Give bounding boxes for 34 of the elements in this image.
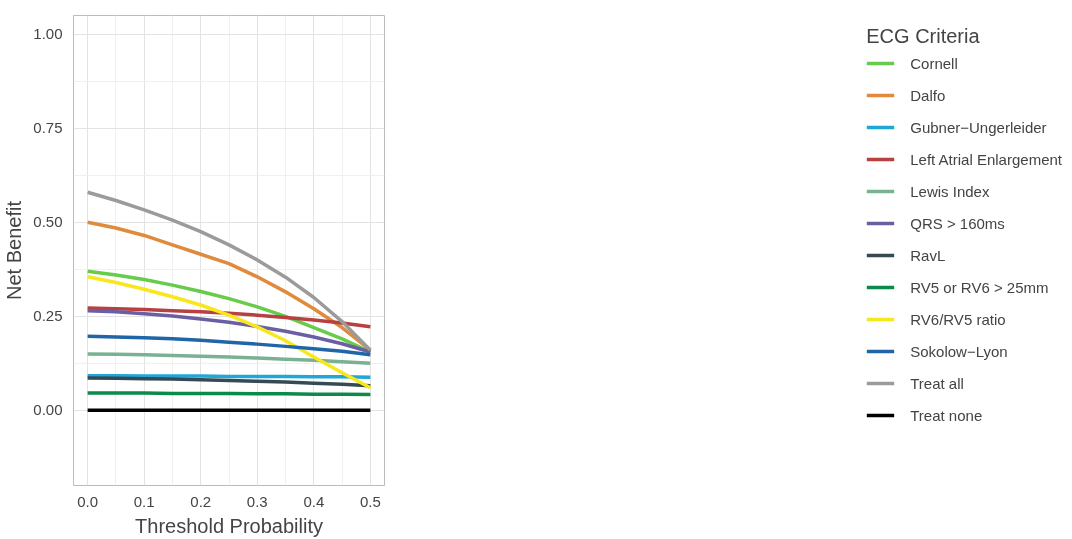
legend-label: RV5 or RV6 > 25mm	[910, 278, 1049, 296]
line-series	[85, 376, 373, 388]
y-tick-label: 0.00	[33, 401, 63, 419]
line-series	[85, 334, 373, 357]
line-series	[85, 275, 373, 390]
legend-label: RavL	[910, 246, 946, 264]
x-axis-title: Threshold Probability	[135, 514, 323, 537]
legend-label: Sokolow−Lyon	[910, 342, 1008, 360]
x-tick-label: 0.4	[303, 492, 325, 510]
x-tick-label: 0.0	[77, 492, 99, 510]
y-tick-label: 0.75	[33, 119, 63, 137]
legend-label: Treat all	[910, 374, 964, 392]
legend-label: Gubner−Ungerleider	[910, 118, 1047, 136]
x-tick-label: 0.5	[359, 492, 381, 510]
legend-label: Dalfo	[910, 86, 946, 104]
line-series	[85, 352, 373, 366]
y-tick-label: 0.50	[33, 213, 63, 231]
line-series	[85, 190, 373, 352]
line-series	[85, 308, 373, 354]
y-tick-label: 0.25	[33, 307, 63, 325]
y-tick-label: 1.00	[33, 25, 63, 43]
legend-label: Left Atrial Enlargement	[910, 150, 1062, 168]
legend-label: Cornell	[910, 54, 958, 72]
legend-title: ECG Criteria	[866, 25, 981, 48]
legend-label: Lewis Index	[910, 182, 990, 200]
legend-label: RV6/RV5 ratio	[910, 310, 1006, 328]
line-series	[85, 269, 373, 354]
legend-label: QRS > 160ms	[910, 214, 1005, 232]
legend-label: Treat none	[910, 406, 983, 424]
x-tick-label: 0.2	[190, 492, 212, 510]
x-tick-label: 0.1	[133, 492, 155, 510]
line-series	[85, 306, 373, 329]
y-axis-title: Net Benefit	[3, 200, 26, 300]
x-tick-label: 0.3	[246, 492, 268, 510]
